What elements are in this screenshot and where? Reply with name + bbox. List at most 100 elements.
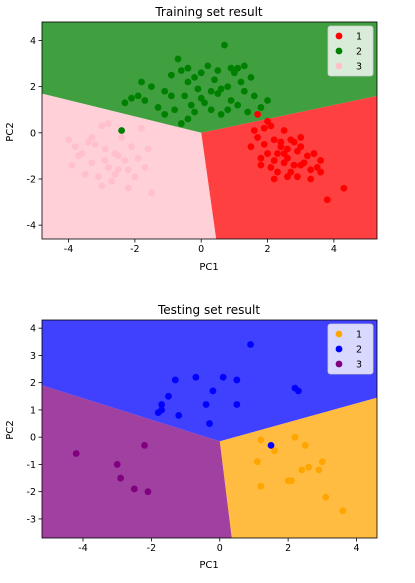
legend: 1 2 3 [327,25,374,77]
point-class-1 [277,138,285,146]
point-class-1 [305,463,313,471]
point-class-2 [224,106,232,114]
point-class-1 [293,173,301,181]
point-class-3 [101,145,109,153]
point-class-2 [233,401,241,408]
x-tick-label: 4 [353,543,359,554]
legend-marker [335,330,343,338]
point-class-1 [274,150,281,157]
x-tick-label: 4 [331,244,337,255]
point-class-3 [104,164,112,171]
point-class-3 [101,157,109,164]
point-class-1 [297,161,305,169]
point-class-1 [270,175,278,183]
point-class-3 [98,122,106,130]
point-class-2 [161,87,169,95]
point-class-1 [270,136,278,144]
point-class-1 [274,168,281,176]
point-class-2 [264,97,271,104]
point-class-3 [134,154,142,162]
point-class-1 [250,127,258,134]
y-axis-label: PC2 [5,122,16,141]
point-class-3 [121,157,129,164]
point-class-1 [264,150,271,157]
point-class-3 [111,170,119,178]
point-class-3 [117,474,125,482]
point-class-2 [184,115,192,123]
point-class-2 [177,120,185,127]
point-class-1 [317,168,325,176]
point-class-2 [177,67,185,74]
point-class-2 [171,376,179,384]
y-ticks: -4 -2 0 2 4 [27,36,42,232]
point-class-2 [211,76,218,84]
legend-box [327,323,374,375]
point-class-1 [288,477,295,485]
x-tick-label: 2 [265,244,271,255]
point-class-2 [154,104,162,111]
point-class-2 [237,78,245,86]
point-class-2 [167,92,175,100]
y-tick-label: 0 [30,433,36,444]
point-class-1 [297,134,305,141]
point-class-3 [71,143,79,151]
y-tick-label: 2 [30,82,36,93]
point-class-2 [167,71,175,79]
point-class-2 [197,69,205,77]
point-class-2 [158,406,166,414]
y-tick-label: -2 [27,487,36,498]
legend-label: 2 [356,47,362,58]
plot-area [41,21,378,240]
point-class-2 [161,110,169,118]
point-class-1 [293,147,301,155]
x-tick-label: 0 [198,244,204,255]
point-class-1 [303,152,311,160]
legend-marker [335,62,343,70]
point-class-3 [98,182,106,190]
point-class-3 [104,120,112,127]
point-class-1 [267,122,275,130]
point-class-2 [184,78,192,86]
point-class-2 [240,62,248,70]
point-class-1 [340,184,348,192]
x-axis-label: PC1 [199,560,218,571]
y-tick-label: -4 [27,221,36,232]
point-class-2 [294,387,302,395]
point-class-1 [318,458,326,466]
region-class-2 [42,320,377,442]
point-class-3 [141,441,148,449]
x-ticks: -4 -2 0 2 4 [64,239,337,255]
point-class-2 [184,64,192,72]
legend-label: 1 [356,330,362,341]
point-class-3 [108,177,116,185]
legend-label: 3 [356,360,362,371]
point-class-2 [240,87,248,95]
region-class-3 [42,93,217,239]
legend-marker [335,32,343,40]
point-class-3 [81,170,89,178]
point-class-2 [207,106,215,114]
point-class-3 [130,485,138,493]
point-class-2 [247,74,255,81]
region-class-1 [201,95,377,239]
point-class-1 [257,482,265,490]
point-class-2 [250,92,258,100]
point-class-1 [317,157,325,164]
region-class-1 [219,397,377,538]
point-class-1 [307,166,315,174]
point-class-3 [124,184,132,192]
point-class-3 [148,189,155,197]
point-class-2 [141,97,149,104]
point-class-2 [219,373,227,381]
point-class-3 [88,159,96,167]
point-class-3 [144,488,152,496]
point-class-1 [280,127,288,134]
chart-title: Testing set result [157,303,260,317]
point-class-2 [209,387,217,395]
point-class-2 [206,420,213,427]
point-class-1 [301,441,309,449]
point-class-2 [234,64,242,72]
point-class-2 [158,401,166,408]
point-class-1 [260,140,268,148]
point-class-1 [257,436,265,444]
